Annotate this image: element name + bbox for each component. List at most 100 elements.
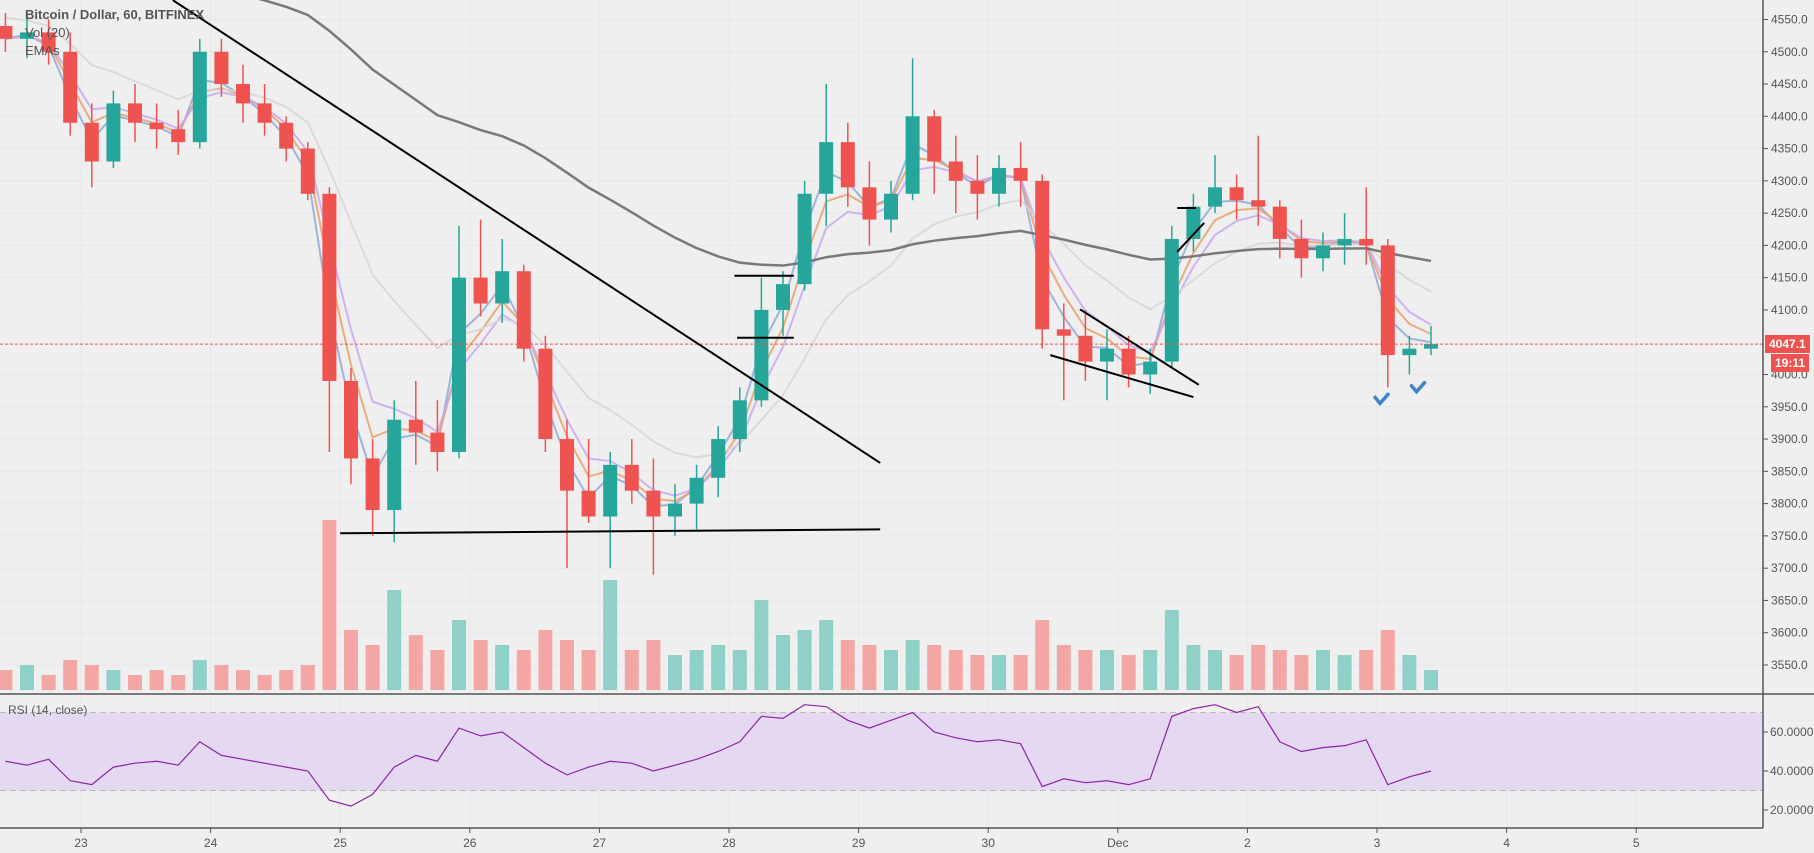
check-mark-icon [1373, 392, 1390, 407]
candle [63, 32, 78, 136]
candle-body [495, 271, 510, 304]
candle [948, 135, 963, 214]
candle-body [646, 490, 661, 517]
volume-bar [300, 665, 315, 690]
price-tick-label: 4300.0 [1771, 174, 1808, 188]
candle-body [560, 439, 574, 491]
volume-bar [0, 670, 13, 690]
date-tick-label: 5 [1633, 836, 1640, 850]
candle-body [581, 490, 596, 517]
candle-body [1316, 245, 1330, 259]
volume-bar [149, 670, 164, 690]
candle-body [1078, 335, 1093, 362]
price-tick-label: 4350.0 [1771, 142, 1808, 156]
volume-bar [1208, 650, 1222, 690]
grid [0, 0, 1763, 828]
candle [927, 109, 942, 194]
candle-body [754, 309, 769, 401]
volume-indicator-label[interactable]: Vol (20) [25, 25, 70, 40]
last-price-label: 4047.1 [1765, 335, 1810, 353]
candle [1035, 174, 1050, 349]
candle-body [387, 419, 402, 511]
candle [1164, 226, 1179, 369]
volume-bar [840, 640, 855, 690]
candle [1143, 348, 1158, 394]
candle [1316, 232, 1330, 272]
candle [1272, 200, 1287, 259]
candle [862, 161, 877, 246]
candle [538, 335, 553, 452]
date-tick-label: 24 [204, 836, 218, 850]
candle [1294, 219, 1309, 278]
candle-body [149, 122, 164, 130]
volume-bar [927, 645, 942, 690]
candle-body [624, 464, 639, 491]
rsi-indicator-label[interactable]: RSI (14, close) [8, 703, 88, 717]
candle-body [1208, 187, 1222, 207]
candle-body [192, 51, 207, 143]
candle [884, 180, 898, 233]
volume-bar [1013, 655, 1028, 690]
candle [992, 155, 1006, 207]
volume-bar [1316, 650, 1330, 690]
volume-bar [624, 650, 639, 690]
candle [776, 271, 790, 336]
volume-bar [214, 665, 229, 690]
volume-bar [1337, 655, 1352, 690]
candle-body [1164, 238, 1179, 362]
bar-countdown-label: 19:11 [1771, 354, 1810, 372]
date-tick-label: 28 [722, 836, 736, 850]
trendline-drawing [172, 0, 881, 464]
candle-body [473, 277, 488, 304]
check-mark-icon [1409, 380, 1427, 395]
volume-bar [862, 645, 877, 690]
candle [1078, 309, 1093, 381]
volume-bar [236, 670, 250, 690]
candle [646, 458, 661, 575]
candle [257, 84, 272, 136]
candle [1424, 326, 1438, 356]
price-tick-label: 4250.0 [1771, 206, 1808, 220]
emas-indicator-label[interactable]: EMAs [25, 43, 60, 58]
date-tick-label: 26 [463, 836, 477, 850]
volume-bar [106, 670, 121, 690]
price-tick-label: 4200.0 [1771, 238, 1808, 252]
volume-bar [1121, 655, 1136, 690]
candle [365, 439, 380, 536]
candle [322, 187, 337, 452]
candle-body [1056, 329, 1071, 336]
volume-bar [1229, 655, 1244, 690]
candle [1402, 335, 1417, 375]
candle-body [214, 51, 229, 85]
candle-body [668, 503, 682, 517]
volume-bar [495, 645, 510, 690]
candle-body [0, 25, 13, 39]
price-tick-label: 3650.0 [1771, 593, 1808, 607]
volume-bar [1272, 650, 1287, 690]
ema-line [258, 0, 1432, 267]
candle [430, 400, 445, 472]
volume-bar [387, 590, 402, 690]
candle-body [840, 142, 855, 188]
candle [905, 58, 920, 201]
candle-body [20, 32, 34, 39]
candle-body [1121, 348, 1136, 375]
date-tick-label: 27 [593, 836, 607, 850]
candle [106, 90, 121, 168]
date-tick-label: 4 [1503, 836, 1510, 850]
candle-body [430, 432, 445, 452]
candle [689, 464, 704, 530]
candle [387, 400, 402, 543]
candle-body [992, 167, 1006, 194]
date-tick-label: 30 [982, 836, 996, 850]
volume-bar [63, 660, 78, 690]
volume-bar [1402, 655, 1417, 690]
candle [1380, 238, 1395, 388]
rsi-tick-label: 60.0000 [1770, 725, 1814, 739]
price-tick-label: 3750.0 [1771, 529, 1808, 543]
symbol-title[interactable]: Bitcoin / Dollar, 60, BITFINEX [25, 7, 205, 22]
candle [84, 103, 99, 188]
candle-body [344, 380, 358, 459]
candle-body [63, 51, 78, 123]
